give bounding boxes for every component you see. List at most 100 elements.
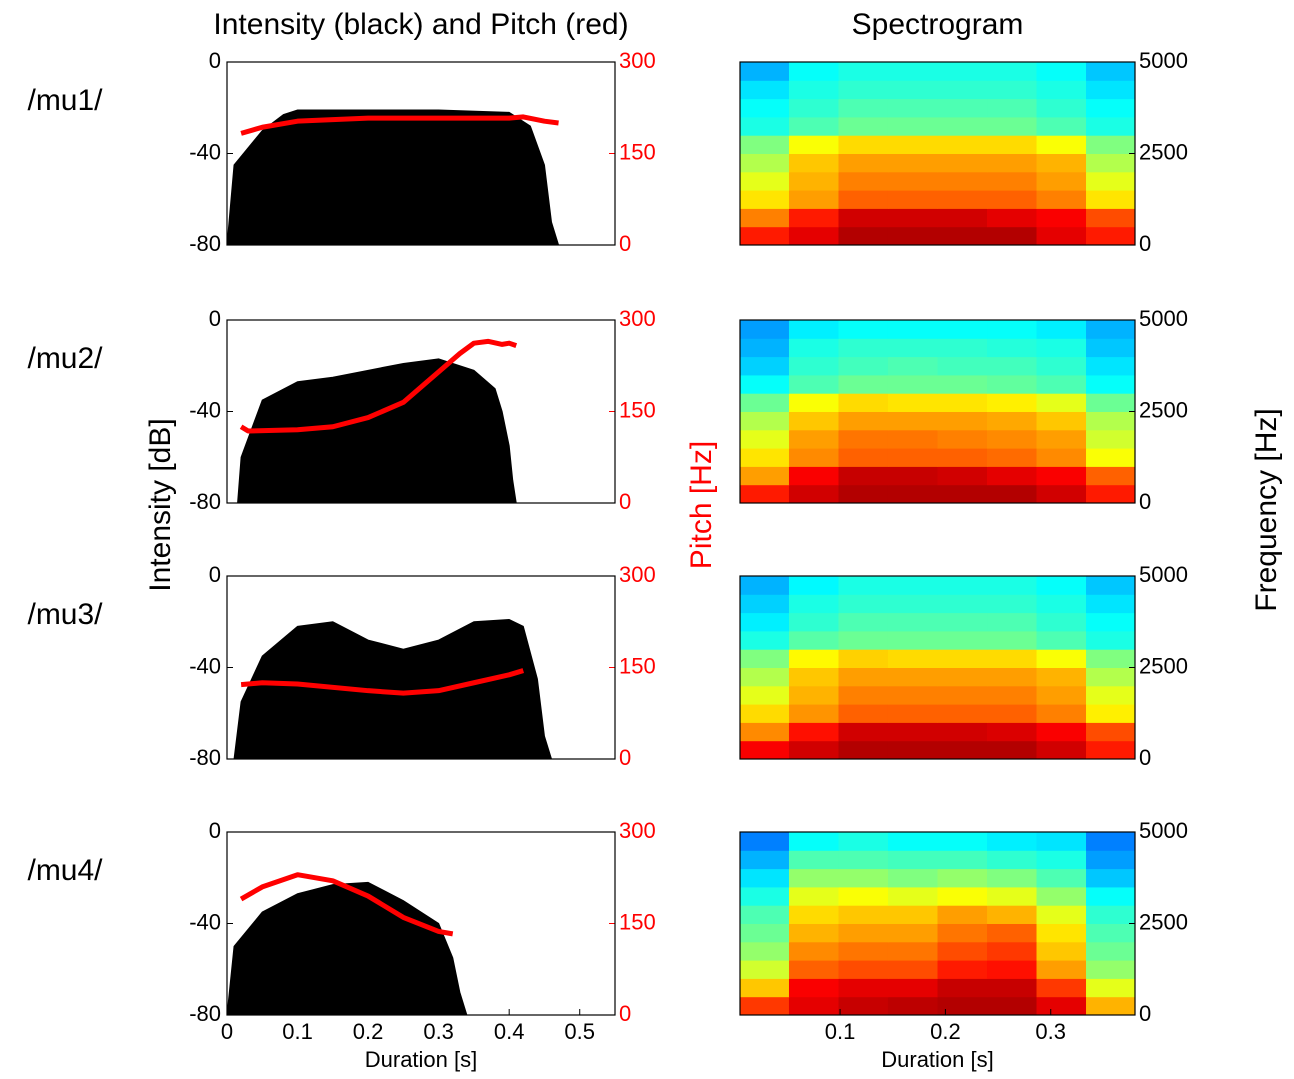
spectrogram-cell [1036,722,1087,742]
spectrogram-cell [987,62,1038,81]
spectrogram-cell [887,667,938,687]
y-tick-label: -40 [189,909,221,934]
spectrogram-cell [887,393,938,412]
spectrogram-cell [1086,116,1136,136]
spectrogram-cell [1086,411,1136,431]
spectrogram-cell [987,466,1038,486]
y-tick-label: 5000 [1139,48,1188,73]
spectrogram-cell [887,612,938,632]
spectrogram-cell [788,832,839,851]
spectrogram-cell [887,338,938,358]
spectrogram-cell [1086,171,1136,191]
spectrogram-cell [1086,649,1136,668]
row-label: /mu3/ [27,598,103,631]
spectrogram-cell [887,116,938,136]
spectrogram-cell [1036,978,1087,998]
spectrogram-cell [1036,667,1087,687]
spectrogram-cell [1086,393,1136,412]
spectrogram-cell [788,62,839,81]
spectrogram-cell [1036,740,1087,760]
spectrogram-cell [987,153,1038,173]
spectrogram-cell [1036,850,1087,870]
spectrogram-cell [1086,226,1136,246]
spectrogram-cell [788,905,839,924]
y-tick-label: 5000 [1139,306,1188,331]
spectrogram-cell [1036,62,1087,81]
spectrogram-cell [937,80,988,100]
x-tick-label: 0.2 [930,1019,961,1044]
spectrogram-cell [740,868,790,888]
spectrogram-cell [740,996,790,1016]
x-tick-label: 0.5 [564,1019,595,1044]
spectrogram-cell [788,466,839,486]
spectrogram-cell [987,226,1038,246]
spectrogram-cell [937,153,988,173]
spectrogram-cell [887,576,938,595]
spectrogram-cell [740,941,790,961]
plot-frame [226,319,616,504]
spectrogram-cell [887,685,938,705]
spectrogram-cell [838,226,889,246]
spectrogram-cell [838,850,889,870]
spectrogram [740,832,1136,1016]
spectrogram-cell [937,320,988,339]
spectrogram-cell [987,905,1038,924]
spectrogram-cell [1086,886,1136,906]
plot-frame [226,831,616,1016]
spectrogram-cell [987,685,1038,705]
spectrogram-cell [887,886,938,906]
spectrogram-cell [937,448,988,467]
spectrogram-cell [740,448,790,467]
spectrogram-cell [887,868,938,888]
spectrogram-cell [1086,722,1136,742]
spectrogram-cell [887,649,938,668]
spectrogram-cell [740,393,790,412]
y-tick-label: -80 [189,231,221,256]
y-tick-label: 2500 [1139,397,1188,422]
y2-tick-label: 150 [619,653,656,678]
spectrogram-cell [937,923,988,943]
spectrogram-cell [1036,320,1087,339]
spectrogram-cell [788,226,839,246]
spectrogram-cell [887,850,938,870]
spectrogram-cell [987,190,1038,209]
spectrogram-cell [1086,62,1136,81]
spectrogram-cell [937,886,988,906]
spectrogram-cell [788,484,839,504]
spectrogram-cell [1086,667,1136,687]
spectrogram-cell [987,135,1038,154]
spectrogram-cell [1086,868,1136,888]
spectrogram-cell [987,594,1038,614]
spectrogram-cell [740,905,790,924]
spectrogram-cell [987,630,1038,650]
spectrogram-cell [788,740,839,760]
spectrogram-cell [887,171,938,191]
spectrogram-cell [1086,429,1136,449]
spectrogram-cell [937,978,988,998]
spectrogram-cell [740,171,790,191]
spectrogram-cell [1086,704,1136,723]
spectrogram-cell [838,411,889,431]
y2-axis-label: Pitch [Hz] [685,441,718,569]
spectrogram-cell [838,960,889,979]
spectrogram-cell [788,886,839,906]
spectrogram-cell [1036,576,1087,595]
spectrogram-cell [740,116,790,136]
spectrogram-cell [1036,374,1087,394]
spectrogram-cell [987,978,1038,998]
spectrogram-cell [987,484,1038,504]
spectrogram-cell [740,62,790,81]
spectrogram-cell [838,594,889,614]
spectrogram-cell [1086,832,1136,851]
spectrogram-cell [1036,338,1087,358]
spectrogram-cell [838,630,889,650]
x-tick-label: 0.1 [825,1019,856,1044]
spectrogram-cell [838,153,889,173]
spectrogram-cell [740,704,790,723]
spectrogram-cell [740,594,790,614]
spectrogram-cell [1036,594,1087,614]
spectrogram-cell [887,484,938,504]
x-axis-label: Duration [s] [365,1047,478,1072]
spectrogram-cell [1036,190,1087,209]
